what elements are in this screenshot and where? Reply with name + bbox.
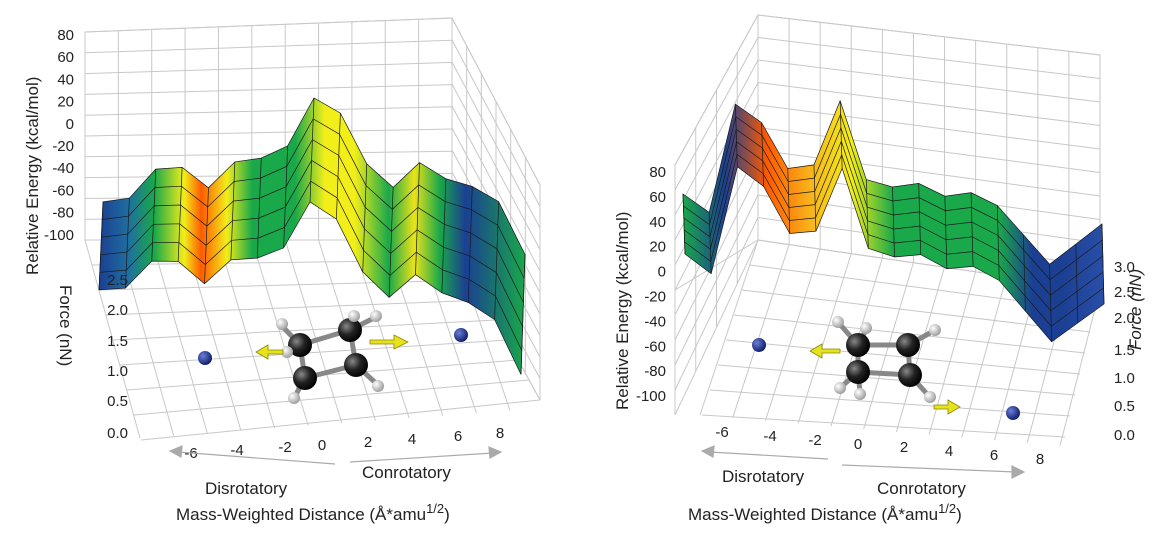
right-energy-tick: -20 [644, 289, 666, 306]
right-disrotatory-arrow [700, 445, 829, 460]
left-energy-tick: 20 [57, 94, 74, 111]
right-force-tick-labels: 3.0 2.5 2.0 1.5 1.0 0.5 0.0 [1114, 259, 1135, 444]
right-energy-tick: 40 [649, 214, 666, 231]
right-energy-tick-labels: 80 60 40 20 0 -20 -40 -60 -80 -100 [636, 164, 666, 405]
right-force-tick: 1.5 [1114, 342, 1135, 359]
right-surface-mesh [682, 100, 1105, 342]
left-distance-tick: 2 [364, 434, 372, 451]
left-disrotatory-arrow [168, 445, 336, 465]
right-energy-tick: 60 [649, 189, 666, 206]
left-reactant-sphere-conrotatory [454, 328, 468, 342]
right-distance-tick: 0 [854, 436, 862, 453]
left-force-arrow-disrotatory [255, 344, 284, 360]
left-cyclobutene-molecule [255, 310, 409, 404]
right-cyclobutene-molecule [809, 316, 961, 415]
left-surface-mesh [98, 97, 526, 375]
right-force-tick: 0.5 [1114, 398, 1135, 415]
right-energy-tick: -40 [644, 313, 666, 330]
right-energy-tick: -100 [636, 388, 666, 405]
right-energy-tick: 20 [649, 239, 666, 256]
left-energy-tick: 0 [66, 116, 74, 133]
right-energy-axis-label: Relative Energy (kcal/mol) [613, 212, 632, 410]
right-energy-tick: -60 [644, 338, 666, 355]
left-energy-axis-label: Relative Energy (kcal/mol) [23, 77, 42, 275]
left-distance-tick: 0 [318, 437, 326, 454]
left-force-axis-label: Force (nN) [56, 285, 75, 366]
left-distance-axis-label: Mass-Weighted Distance (Å*amu1/2) [176, 501, 450, 524]
left-distance-tick: -4 [230, 442, 243, 459]
right-disrotatory-label: Disrotatory [722, 467, 805, 486]
right-force-tick: 2.5 [1114, 284, 1135, 301]
left-force-tick: 0.5 [107, 393, 128, 410]
left-force-tick: 1.5 [107, 333, 128, 350]
left-force-tick: 1.0 [107, 363, 128, 380]
right-distance-axis-label: Mass-Weighted Distance (Å*amu1/2) [688, 501, 962, 524]
left-energy-tick-labels: 80 60 40 20 0 -20 -40 -60 -80 -100 [44, 27, 74, 244]
right-distance-tick: 8 [1036, 451, 1044, 468]
left-energy-tick: -100 [44, 227, 74, 244]
right-force-arrow-disrotatory [809, 343, 841, 359]
right-force-tick: 0.0 [1114, 427, 1135, 444]
left-force-tick: 2.5 [107, 272, 128, 289]
right-distance-tick: -2 [808, 432, 821, 449]
left-energy-tick: -20 [52, 138, 74, 155]
left-force-tick-labels: 2.5 2.0 1.5 1.0 0.5 0.0 [107, 272, 128, 442]
left-distance-tick: 8 [496, 425, 504, 442]
left-distance-tick: -2 [278, 439, 291, 456]
left-conrotatory-arrow [349, 446, 503, 463]
left-disrotatory-label: Disrotatory [205, 479, 288, 498]
right-force-tick: 3.0 [1114, 259, 1135, 276]
left-energy-tick: -40 [52, 160, 74, 177]
right-reactant-sphere-conrotatory [1006, 406, 1020, 420]
left-energy-tick: 60 [57, 49, 74, 66]
right-force-axis-label: Force (nN) [1126, 269, 1145, 350]
left-reactant-sphere-disrotatory [198, 351, 212, 365]
left-force-arrow-conrotatory [369, 334, 409, 350]
right-reactant-sphere-disrotatory [752, 338, 766, 352]
left-energy-tick: -80 [52, 205, 74, 222]
right-conrotatory-arrow [841, 464, 1026, 479]
left-force-tick: 0.0 [107, 425, 128, 442]
right-energy-tick: 80 [649, 164, 666, 181]
right-force-arrow-conrotatory [933, 399, 961, 415]
left-distance-tick: 6 [454, 428, 462, 445]
right-conrotatory-label: Conrotatory [877, 479, 966, 498]
right-distance-tick: 2 [900, 439, 908, 456]
right-distance-tick: -6 [715, 424, 728, 441]
right-energy-tick: 0 [658, 264, 666, 281]
left-force-tick: 2.0 [107, 302, 128, 319]
right-energy-tick: -80 [644, 363, 666, 380]
right-force-tick: 1.0 [1114, 370, 1135, 387]
right-distance-tick: -4 [763, 428, 776, 445]
right-distance-tick: 4 [945, 443, 953, 460]
right-force-tick: 2.0 [1114, 310, 1135, 327]
left-energy-tick: 40 [57, 71, 74, 88]
right-distance-tick-labels: -6 -4 -2 0 2 4 6 8 [715, 424, 1044, 468]
left-energy-tick: -60 [52, 182, 74, 199]
left-distance-tick: 4 [408, 431, 416, 448]
left-conrotatory-label: Conrotatory [362, 463, 451, 482]
right-distance-tick: 6 [990, 447, 998, 464]
left-energy-tick: 80 [57, 27, 74, 44]
